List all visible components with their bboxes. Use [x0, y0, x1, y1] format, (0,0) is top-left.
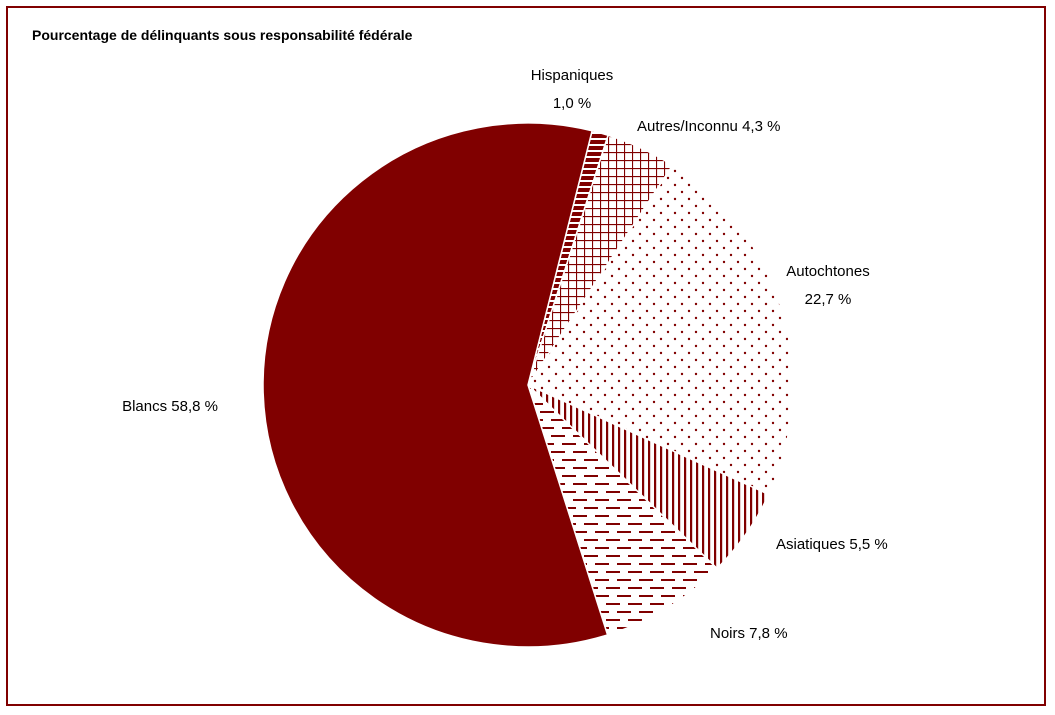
- slice-label-autochtones: Autochtones 22,7 %: [786, 263, 869, 308]
- slice-label-name: Noirs: [710, 625, 749, 642]
- slice-label-noirs: Noirs 7,8 %: [710, 625, 788, 642]
- slice-label-value: 58,8 %: [171, 398, 218, 415]
- slice-label-value: 4,3 %: [742, 118, 780, 135]
- slice-label-name: Blancs: [122, 398, 171, 415]
- slice-label-value: 5,5 %: [849, 536, 887, 553]
- slice-label-autres-inconnu: Autres/Inconnu 4,3 %: [637, 118, 780, 135]
- slice-label-hispaniques: Hispaniques 1,0 %: [531, 67, 614, 112]
- pie-slice-autochtones: [526, 164, 794, 496]
- slice-label-blancs: Blancs 58,8 %: [122, 398, 218, 415]
- slice-label-value: 7,8 %: [749, 625, 787, 642]
- chart-title: Pourcentage de délinquants sous responsa…: [32, 27, 413, 43]
- slice-label-asiatiques: Asiatiques 5,5 %: [776, 536, 888, 553]
- slice-label-value: 22,7 %: [805, 291, 852, 308]
- slice-label-value: 1,0 %: [553, 95, 591, 112]
- pie-slice-noirs: [527, 384, 719, 636]
- slice-label-name: Autochtones: [786, 263, 869, 280]
- slice-label-name: Autres/Inconnu: [637, 118, 742, 135]
- slice-label-name: Asiatiques: [776, 536, 849, 553]
- slice-label-name: Hispaniques: [531, 67, 614, 84]
- pie-slice-blancs: [262, 122, 609, 648]
